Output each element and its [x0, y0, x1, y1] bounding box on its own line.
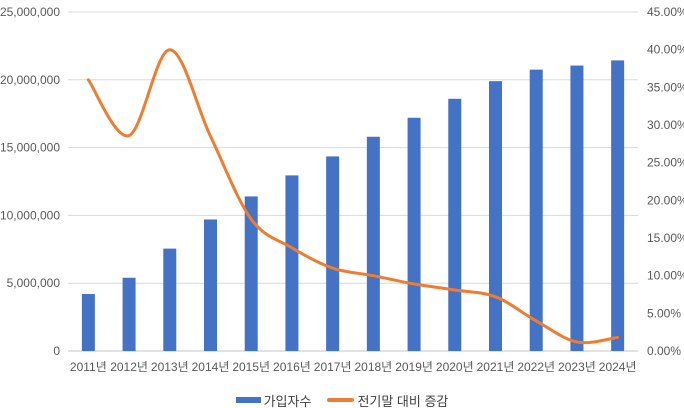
x-axis-category-label: 2012년	[110, 360, 148, 374]
bar-2014년	[204, 219, 217, 351]
left-axis-tick-label: 15,000,000	[0, 141, 60, 155]
growth-line	[86, 48, 620, 345]
x-axis-category-label: 2011년	[70, 360, 107, 374]
right-axis-tick-label: 30.00%	[647, 118, 684, 132]
x-axis-category-label: 2020년	[436, 360, 474, 374]
x-axis-category-label: 2016년	[273, 360, 311, 374]
right-axis-tick-label: 0.00%	[647, 344, 681, 358]
x-axis-category-label: 2019년	[395, 360, 433, 374]
bar-2011년	[81, 294, 95, 351]
bar-2024년	[611, 60, 625, 351]
right-axis-tick-label: 40.00%	[647, 43, 684, 57]
bar-2023년	[570, 65, 584, 351]
bar-2021년	[489, 81, 502, 351]
bar-2017년	[326, 156, 340, 351]
legend-item-subscribers[interactable]: 가입자수	[235, 391, 312, 408]
x-axis-category-label: 2022년	[517, 360, 555, 374]
bar-2019년	[407, 117, 421, 351]
right-axis-tick-label: 20.00%	[647, 193, 684, 207]
right-axis-tick-label: 15.00%	[647, 231, 684, 245]
left-axis-tick-label: 25,000,000	[0, 5, 60, 19]
legend-label-subscribers: 가입자수	[263, 393, 312, 408]
bar-2015년	[244, 196, 258, 351]
bar-2012년	[122, 277, 136, 351]
line-series-swatch-icon	[327, 398, 355, 402]
right-axis-tick-label: 5.00%	[647, 306, 681, 320]
x-axis-category-label: 2021년	[477, 360, 515, 374]
x-axis-category-label: 2017년	[314, 360, 352, 374]
left-axis-tick-label: 5,000,000	[7, 276, 61, 290]
x-axis-category-label: 2014년	[192, 360, 230, 374]
right-axis-tick-label: 25.00%	[647, 156, 684, 170]
x-axis-category-label: 2024년	[599, 360, 637, 374]
x-axis-category-label: 2015년	[232, 360, 270, 374]
right-axis-tick-label: 35.00%	[647, 80, 684, 94]
legend-label-growth: 전기말 대비 증감	[357, 393, 449, 408]
bar-2016년	[285, 175, 299, 351]
left-axis-tick-label: 10,000,000	[0, 208, 60, 222]
x-axis-category-label: 2013년	[151, 360, 189, 374]
legend-item-growth[interactable]: 전기말 대비 증감	[327, 391, 448, 408]
bar-2020년	[448, 98, 462, 351]
x-axis-category-label: 2023년	[558, 360, 596, 374]
left-axis-tick-label: 0	[53, 344, 60, 358]
left-axis-tick-label: 20,000,000	[0, 73, 60, 87]
bar-series-swatch-icon	[235, 397, 261, 403]
x-axis-category-label: 2018년	[354, 360, 392, 374]
bar-2018년	[366, 136, 380, 351]
bar-2022년	[529, 69, 543, 351]
right-axis-tick-label: 10.00%	[647, 269, 684, 283]
bar-2013년	[163, 248, 177, 351]
chart-legend: 가입자수 전기말 대비 증감	[0, 390, 684, 408]
right-axis-tick-label: 45.00%	[647, 5, 684, 19]
